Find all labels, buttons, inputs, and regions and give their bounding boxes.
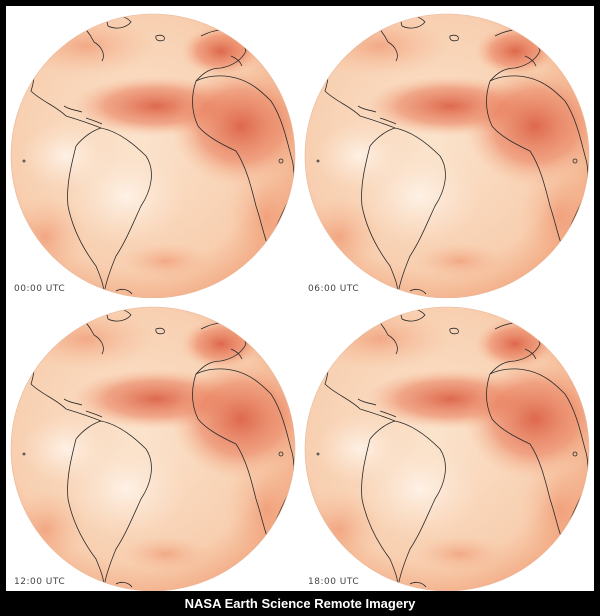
globe-image-06 xyxy=(300,6,594,298)
globe-image-18 xyxy=(300,299,594,591)
time-label-18: 18:00 UTC xyxy=(308,577,360,587)
globe-image-00 xyxy=(6,6,300,298)
time-label-12: 12:00 UTC xyxy=(14,577,66,587)
globe-panel-12: 12:00 UTC xyxy=(6,299,300,591)
globe-image-12 xyxy=(6,299,300,591)
globe-panel-00: 00:00 UTC xyxy=(6,6,300,298)
time-label-06: 06:00 UTC xyxy=(308,284,360,294)
globe-panel-06: 06:00 UTC xyxy=(300,6,594,298)
time-label-00: 00:00 UTC xyxy=(14,284,66,294)
globe-panel-18: 18:00 UTC xyxy=(300,299,594,591)
image-caption: NASA Earth Science Remote Imagery xyxy=(184,596,416,611)
image-frame: 00:00 UTC 06:00 UTC 12:00 UTC 18:00 UTC xyxy=(6,6,594,591)
